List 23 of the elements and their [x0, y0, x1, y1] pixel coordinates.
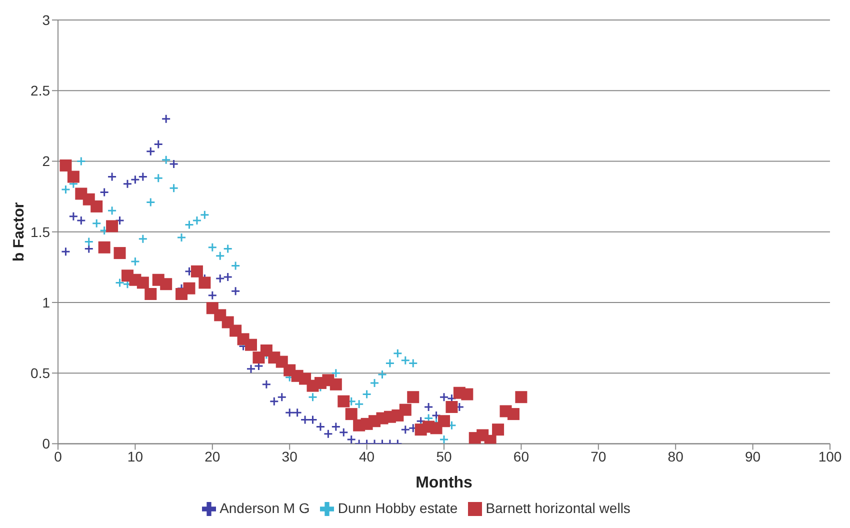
y-tick-label: 0	[42, 436, 50, 452]
y-tick-label: 0.5	[30, 365, 50, 382]
legend-label: Barnett horizontal wells	[486, 500, 630, 516]
x-tick-label: 40	[359, 448, 375, 465]
x-tick-label: 100	[818, 448, 842, 465]
x-tick-label: 0	[54, 448, 62, 465]
x-tick-label: 70	[590, 448, 606, 465]
y-tick-label: 3	[42, 12, 50, 28]
y-tick-label: 1	[42, 294, 50, 310]
x-tick-label: 50	[436, 448, 452, 465]
x-axis-title: Months	[416, 474, 473, 492]
legend-label: Dunn Hobby estate	[338, 500, 458, 516]
x-tick-label: 80	[668, 448, 684, 465]
x-tick-label: 20	[204, 448, 220, 465]
y-tick-label: 1.5	[30, 224, 50, 240]
x-tick-label: 30	[282, 448, 298, 465]
y-tick-label: 2.5	[30, 82, 50, 99]
x-tick-label: 10	[127, 448, 144, 465]
y-axis-title: b Factor	[10, 202, 28, 262]
x-tick-label: 90	[745, 448, 761, 465]
legend-label: Anderson M G	[220, 500, 310, 516]
y-tick-label: 2	[42, 153, 50, 170]
x-tick-label: 60	[513, 448, 530, 465]
